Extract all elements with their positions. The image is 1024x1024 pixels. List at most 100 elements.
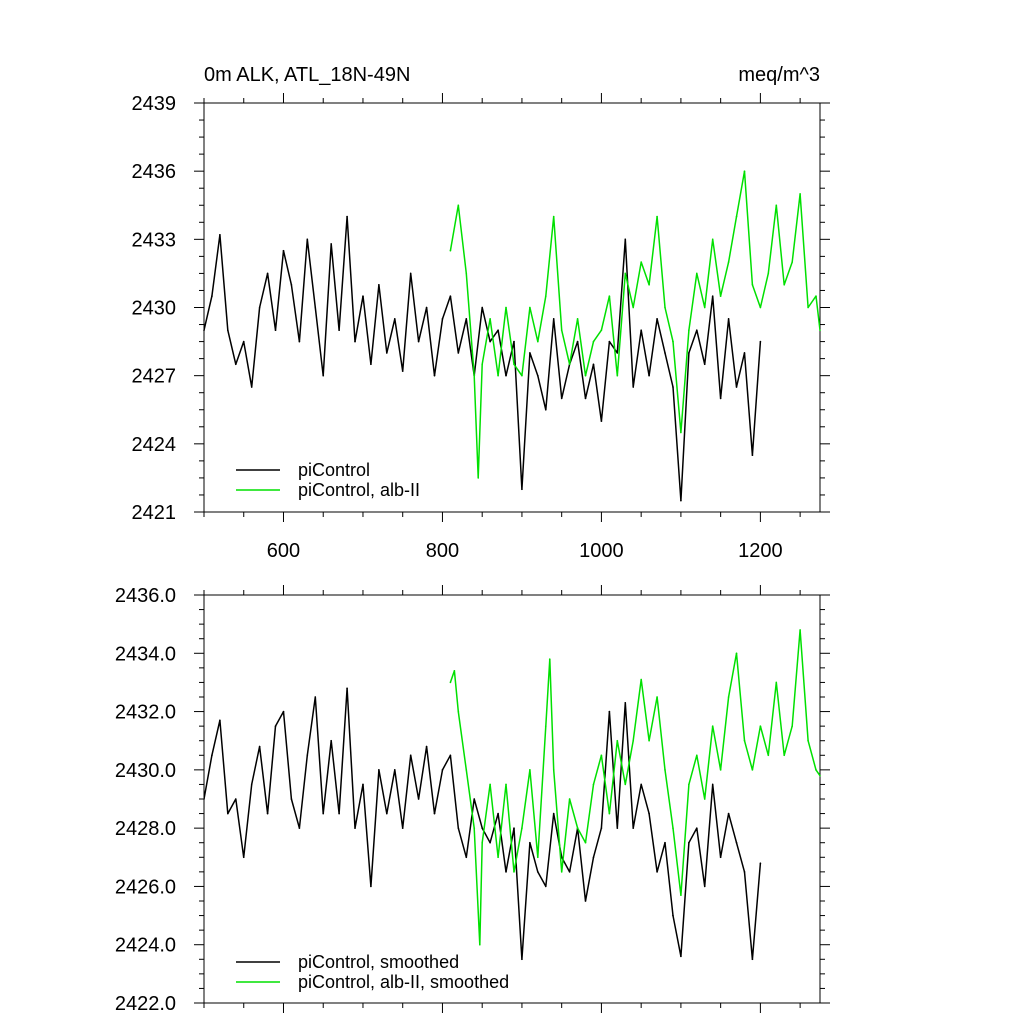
data-point <box>743 352 746 354</box>
data-point <box>219 233 221 236</box>
data-point <box>513 871 515 873</box>
data-point <box>743 170 746 172</box>
data-point <box>481 827 483 829</box>
data-point <box>608 340 611 343</box>
data-point <box>664 769 666 771</box>
series-line-picontrol-alb-ii <box>449 629 820 946</box>
data-point <box>624 702 627 704</box>
y-tick-label: 2426.0 <box>115 876 176 898</box>
data-point <box>282 710 285 713</box>
data-point <box>258 745 261 748</box>
data-point <box>314 306 317 309</box>
data-point <box>489 318 491 320</box>
data-point <box>664 352 666 354</box>
units-label: meq/m^3 <box>738 64 820 86</box>
data-point <box>521 958 523 961</box>
data-point <box>425 306 428 309</box>
data-point <box>465 272 468 275</box>
data-point <box>743 739 746 742</box>
data-point <box>211 754 213 757</box>
data-point <box>457 352 460 354</box>
data-point <box>354 827 356 829</box>
data-point <box>362 295 364 297</box>
data-point <box>576 318 579 320</box>
y-tick-label: 2422.0 <box>115 993 176 1015</box>
data-point <box>576 340 579 343</box>
data-point <box>584 841 587 844</box>
data-point <box>600 329 603 332</box>
data-point <box>751 454 754 456</box>
data-point <box>648 374 650 377</box>
data-point <box>719 856 722 859</box>
data-point <box>759 306 762 309</box>
data-point <box>552 812 555 815</box>
data-point <box>417 798 420 800</box>
data-point <box>703 363 706 366</box>
data-point <box>584 397 587 400</box>
data-point <box>648 739 650 742</box>
data-point <box>266 812 269 815</box>
data-point <box>632 739 635 742</box>
y-tick-label: 2436 <box>132 161 177 183</box>
data-point <box>290 283 293 286</box>
data-point <box>743 871 746 873</box>
data-point <box>552 769 555 771</box>
data-point <box>696 827 698 829</box>
data-point <box>521 827 523 829</box>
data-point <box>640 261 642 263</box>
data-point <box>664 841 666 844</box>
series-line-picontrol-alb-ii <box>449 170 820 479</box>
data-point <box>688 352 690 354</box>
data-point <box>656 696 658 698</box>
data-point <box>513 340 515 343</box>
y-tick-label: 2421 <box>132 502 177 524</box>
data-point <box>481 841 483 844</box>
data-point <box>648 283 650 286</box>
data-point <box>696 754 698 757</box>
data-point <box>727 318 730 320</box>
data-point <box>433 374 436 377</box>
y-tick-label: 2424 <box>132 434 177 456</box>
data-point <box>227 812 229 815</box>
data-point <box>759 862 762 864</box>
data-point <box>711 295 714 297</box>
data-point <box>719 397 722 400</box>
data-point <box>529 352 531 354</box>
data-point <box>386 812 388 815</box>
data-point <box>544 295 547 297</box>
data-point <box>696 329 698 332</box>
data-point <box>600 754 603 757</box>
data-point <box>624 272 627 275</box>
data-point <box>592 363 595 366</box>
data-point <box>560 329 563 332</box>
y-tick-label: 2427 <box>132 366 177 388</box>
data-point <box>409 754 412 757</box>
data-point <box>521 488 523 491</box>
data-point <box>656 871 658 873</box>
data-point <box>735 386 738 388</box>
y-tick-label: 2424.0 <box>115 935 176 957</box>
data-point <box>799 193 801 195</box>
legend-label: piControl, smoothed <box>298 952 459 972</box>
data-point <box>393 769 396 771</box>
data-point <box>211 295 213 297</box>
data-point <box>656 318 658 320</box>
data-point <box>338 329 340 332</box>
plot-frame <box>203 102 821 513</box>
data-point <box>489 340 491 343</box>
data-point <box>449 249 452 252</box>
data-point <box>346 687 348 690</box>
data-point <box>819 774 821 777</box>
data-point <box>234 798 237 800</box>
data-point <box>465 769 468 771</box>
y-tick-label: 2433 <box>132 229 177 251</box>
data-point <box>378 769 380 771</box>
panel-top: 600 800 1000 1200 2421 2424 2427 2430 2433 2436 24… <box>132 64 830 562</box>
data-point <box>560 397 563 400</box>
data-point <box>592 340 595 343</box>
data-point <box>727 812 730 815</box>
data-point <box>505 306 507 309</box>
data-point <box>775 204 778 207</box>
data-point <box>751 283 754 286</box>
data-point <box>711 238 714 241</box>
